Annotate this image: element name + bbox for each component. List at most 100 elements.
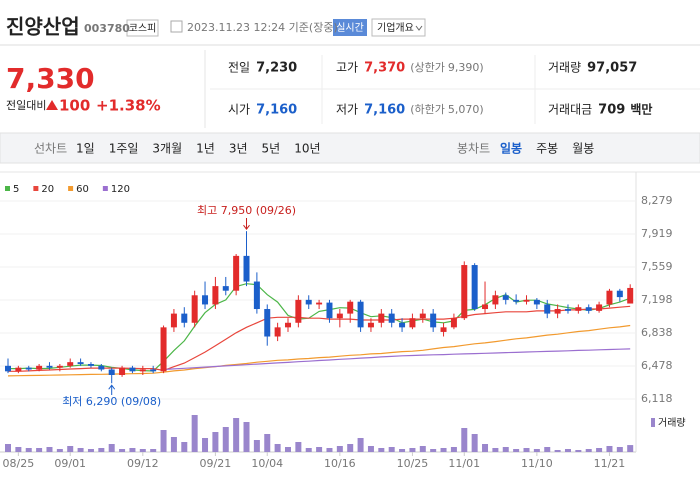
- line-chart-label: 선차트: [34, 142, 67, 156]
- candle-body: [139, 369, 146, 372]
- stat-label: 전일: [228, 61, 250, 75]
- candle-body: [222, 286, 229, 291]
- volume-bar: [233, 418, 240, 452]
- volume-bar: [347, 444, 354, 452]
- legend-label: 60: [76, 184, 89, 195]
- period-button[interactable]: 1년: [196, 142, 215, 156]
- candle-body: [316, 302, 323, 305]
- volume-bar: [253, 440, 260, 452]
- dropdown-arrow: [415, 25, 423, 31]
- candle-body: [191, 295, 198, 323]
- period-button[interactable]: 3개월: [152, 142, 182, 156]
- candle-body: [108, 369, 115, 375]
- stock-code: 003780: [84, 22, 130, 35]
- low-arrow: [108, 384, 116, 395]
- volume-bar: [139, 449, 146, 452]
- volume-bar: [596, 448, 603, 452]
- volume-bar: [440, 448, 447, 452]
- market-badge: [126, 19, 159, 37]
- x-tick-label: 09/21: [200, 457, 232, 470]
- period-button[interactable]: 일봉: [500, 142, 522, 156]
- candle-body: [305, 299, 312, 305]
- volume-bar: [67, 446, 74, 452]
- y-tick-label: 7,919: [641, 227, 673, 240]
- candle-body: [533, 299, 540, 305]
- period-button[interactable]: 1주일: [109, 142, 139, 156]
- change: 100: [59, 97, 90, 115]
- period-button[interactable]: 월봉: [572, 142, 594, 156]
- stat-label: 고가: [336, 61, 358, 75]
- volume-bar: [523, 448, 530, 452]
- limit-label: 상한가: [415, 61, 445, 74]
- volume-bar: [202, 438, 209, 452]
- candle-body: [150, 369, 157, 372]
- legend-swatch: [5, 186, 10, 191]
- stat-label: 거래량: [548, 61, 581, 75]
- volume-bar: [5, 444, 11, 452]
- period-button[interactable]: 10년: [294, 142, 320, 156]
- volume-bar: [533, 449, 540, 452]
- candle-body: [295, 299, 302, 323]
- period-button[interactable]: 주봉: [536, 142, 558, 156]
- datetime: 2023.11.23 12:24 기준(장중): [187, 21, 338, 34]
- stat-value: 7,160: [256, 103, 297, 118]
- candle-body: [264, 309, 271, 337]
- period-button[interactable]: 3년: [229, 142, 248, 156]
- candle-body: [388, 313, 395, 323]
- candle-body: [36, 365, 43, 370]
- candle-body: [585, 307, 592, 311]
- period-button[interactable]: 1일: [76, 142, 95, 156]
- candle-body: [471, 265, 478, 310]
- volume-bar: [108, 444, 115, 452]
- x-tick-label: 11/21: [594, 457, 626, 470]
- volume-bar: [212, 432, 219, 452]
- stat-value: 7,230: [256, 61, 297, 76]
- volume-bar: [56, 449, 63, 452]
- ma-line: [8, 305, 631, 372]
- realtime-badge[interactable]: [333, 19, 367, 36]
- volume-bar: [450, 447, 457, 452]
- candle-body: [98, 365, 105, 370]
- candle-body: [575, 307, 582, 311]
- stat-value: 7,370: [364, 61, 405, 76]
- candle-body: [326, 302, 333, 319]
- stat-label: 거래대금: [548, 103, 592, 117]
- realtime[interactable]: 실시간: [336, 22, 364, 34]
- legend-label: 20: [41, 184, 54, 195]
- paren: (: [410, 61, 414, 74]
- y-tick-label: 6,838: [641, 326, 673, 339]
- candle-body: [160, 327, 167, 372]
- volume-bar: [36, 448, 43, 452]
- volume-bar: [430, 449, 437, 452]
- volume-bar: [243, 422, 250, 452]
- limit-value: 9,390: [448, 61, 480, 74]
- volume-bar: [564, 449, 571, 452]
- candle-chart-label: 봉차트: [457, 142, 490, 156]
- y-tick-label: 7,198: [641, 293, 673, 306]
- candle-body: [87, 363, 94, 366]
- candle-body: [616, 290, 623, 298]
- x-tick-label: 11/01: [448, 457, 480, 470]
- volume-bar: [98, 448, 105, 452]
- candle-body: [502, 295, 509, 300]
- candle-body: [56, 365, 63, 368]
- volume-bar: [399, 449, 406, 452]
- volume-bar: [295, 442, 302, 452]
- stat-unit: 백만: [630, 102, 652, 117]
- candle-body: [523, 299, 530, 302]
- y-tick-label: 7,559: [641, 260, 673, 273]
- company-info-button[interactable]: [371, 18, 426, 37]
- volume-bar: [222, 427, 229, 452]
- candle-body: [627, 287, 634, 304]
- y-tick-label: 6,478: [641, 359, 673, 372]
- company-info[interactable]: 기업개요: [377, 21, 414, 34]
- legend-swatch: [68, 186, 74, 191]
- candle-body: [461, 265, 468, 319]
- volume-bar: [471, 434, 478, 452]
- period-button[interactable]: 5년: [262, 142, 281, 156]
- candle-body: [347, 301, 354, 314]
- candle-body: [170, 313, 177, 328]
- volume-bar: [419, 446, 426, 452]
- candle-body: [482, 304, 489, 310]
